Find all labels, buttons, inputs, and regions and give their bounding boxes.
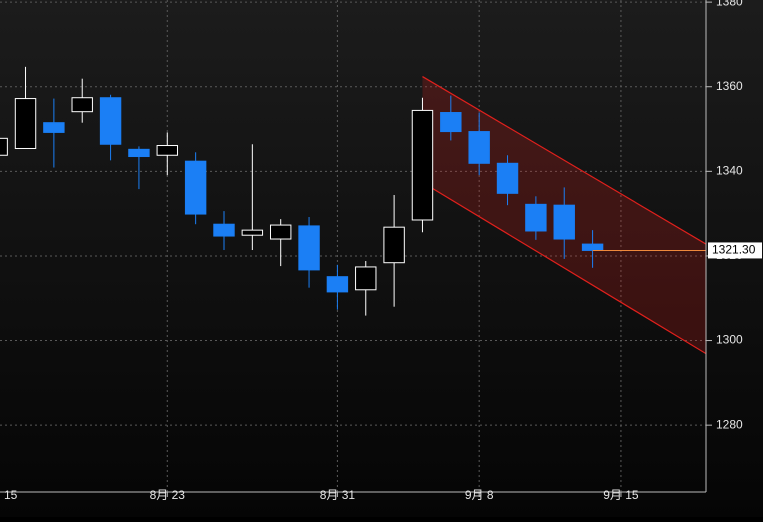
candle-body (213, 223, 235, 237)
y-tick-label: 1280 (716, 417, 743, 431)
channel-line (422, 76, 706, 245)
channel-line (422, 181, 706, 355)
candle-body (411, 109, 434, 221)
candle-body (184, 160, 207, 215)
y-tick-label: 1380 (716, 0, 743, 8)
candle-body (128, 148, 150, 158)
candle-body (298, 225, 320, 271)
last-price-label: 1321.30 (712, 243, 756, 257)
candle-body (43, 122, 65, 133)
candle-body (525, 203, 547, 232)
candle-body (71, 97, 93, 113)
candle-body (496, 162, 519, 194)
candle-body (241, 229, 264, 236)
candle-body (14, 98, 37, 149)
x-tick-label: 9月 8 (465, 488, 494, 502)
candle-body (383, 226, 405, 264)
last-price-box (708, 242, 762, 259)
x-tick-label: 15 (4, 488, 18, 502)
candle-body (440, 112, 462, 133)
x-tick-label: 8月 23 (150, 488, 186, 502)
x-tick-label: 9月 15 (603, 488, 639, 502)
candle-body (0, 137, 8, 156)
candle-body (99, 97, 122, 145)
candle-body (553, 204, 575, 240)
candle-body (468, 131, 490, 164)
candle-body (156, 145, 178, 156)
y-tick-label: 1340 (716, 164, 743, 178)
candle-body (581, 243, 604, 251)
x-tick-label: 8月 31 (320, 488, 356, 502)
candle-body (269, 224, 292, 240)
plot-area (0, 0, 706, 492)
y-tick-label: 1360 (716, 79, 743, 93)
candle-body (355, 266, 377, 291)
y-tick-label: 1300 (716, 333, 743, 347)
candle-body (326, 276, 349, 293)
